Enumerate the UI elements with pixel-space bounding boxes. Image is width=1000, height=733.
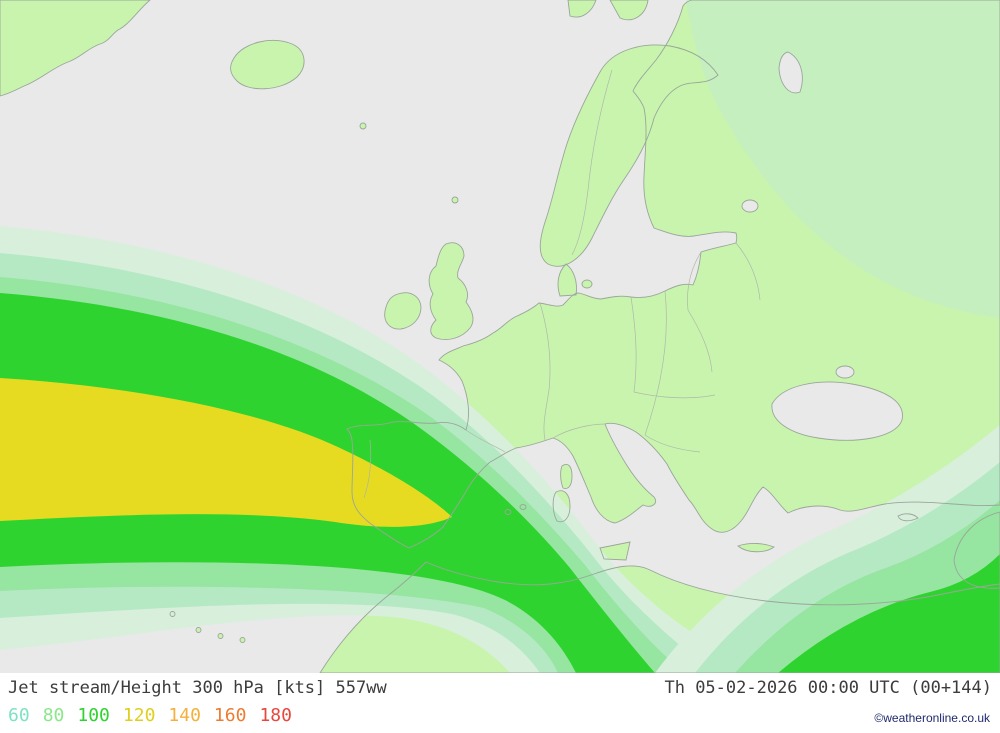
footer-title-row: Jet stream/Height 300 hPa [kts] 557ww Th… [0,675,1000,701]
legend-value-160: 160 [213,705,247,726]
legend-value-140: 140 [168,705,201,726]
legend-value-180: 180 [259,705,292,726]
map-area [0,0,1000,674]
country-borders [363,69,761,499]
map-title: Jet stream/Height 300 hPa [kts] 557ww [8,678,387,698]
jet-band-se-100-core [778,554,1000,673]
jet-stream-map [0,0,1000,674]
legend-value-80: 80 [42,705,65,726]
legend-value-120: 120 [122,705,156,726]
jet-bands-atlantic [0,226,772,673]
legend-value-60: 60 [8,705,30,726]
jet-band-ne-60 [668,0,1000,318]
footer: Jet stream/Height 300 hPa [kts] 557ww Th… [0,673,1000,733]
jet-bands-southeast [655,425,1000,673]
footer-legend-row: 60 80 100 120 140 160 180 ©weatheronline.co.uk [0,703,1000,731]
copyright-link[interactable]: ©weatheronline.co.uk [874,711,990,725]
legend-scale: 60 80 100 120 140 160 180 [8,705,305,726]
map-datetime: Th 05-02-2026 00:00 UTC (00+144) [664,678,992,698]
legend-value-100: 100 [77,705,110,726]
jet-band-120-core [0,378,452,527]
